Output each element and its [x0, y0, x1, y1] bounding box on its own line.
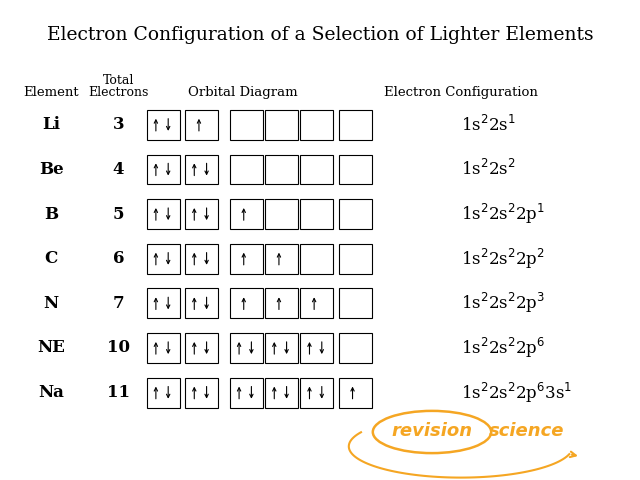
Text: Be: Be	[39, 161, 63, 178]
Text: 1s$^2$2s$^2$2p$^6$: 1s$^2$2s$^2$2p$^6$	[461, 336, 545, 360]
Bar	[185, 378, 218, 408]
Text: 1s$^2$2s$^2$2p$^3$: 1s$^2$2s$^2$2p$^3$	[461, 291, 545, 315]
Text: science: science	[488, 421, 564, 440]
Bar	[265, 333, 298, 363]
Text: 1s$^2$2s$^2$2p$^1$: 1s$^2$2s$^2$2p$^1$	[461, 202, 545, 226]
Text: 11: 11	[107, 384, 130, 401]
Text: Orbital Diagram: Orbital Diagram	[188, 86, 298, 99]
Text: B: B	[44, 205, 58, 223]
Bar	[147, 378, 180, 408]
Bar	[230, 199, 263, 229]
Text: 1s$^2$2s$^2$2p$^6$3s$^1$: 1s$^2$2s$^2$2p$^6$3s$^1$	[461, 381, 572, 405]
Bar	[147, 288, 180, 318]
Bar	[339, 199, 372, 229]
Bar	[230, 333, 263, 363]
Bar	[339, 333, 372, 363]
Bar	[300, 199, 333, 229]
Text: NE: NE	[37, 339, 65, 357]
Bar	[147, 110, 180, 140]
Text: Na: Na	[38, 384, 64, 401]
Bar	[339, 288, 372, 318]
Bar	[230, 288, 263, 318]
Bar	[265, 244, 298, 274]
Bar	[185, 199, 218, 229]
Bar	[265, 199, 298, 229]
Bar	[185, 333, 218, 363]
Text: 5: 5	[113, 205, 124, 223]
Text: 6: 6	[113, 250, 124, 267]
Bar	[300, 110, 333, 140]
Bar	[185, 244, 218, 274]
Text: Electrons: Electrons	[88, 86, 148, 99]
Text: 3: 3	[113, 116, 124, 133]
Bar	[185, 110, 218, 140]
Bar	[230, 110, 263, 140]
Text: C: C	[45, 250, 58, 267]
Bar	[265, 288, 298, 318]
Bar	[339, 110, 372, 140]
Bar	[265, 110, 298, 140]
Bar	[339, 155, 372, 184]
Text: Element: Element	[24, 86, 79, 99]
Bar	[300, 378, 333, 408]
Text: revision: revision	[392, 421, 472, 440]
Text: Total: Total	[102, 74, 134, 87]
Bar	[300, 333, 333, 363]
Text: 1s$^2$2s$^1$: 1s$^2$2s$^1$	[461, 115, 516, 135]
Bar	[265, 155, 298, 184]
Bar	[300, 244, 333, 274]
Bar	[147, 199, 180, 229]
Bar	[185, 155, 218, 184]
Bar	[147, 244, 180, 274]
Bar	[230, 378, 263, 408]
Text: 7: 7	[113, 295, 124, 312]
Text: 1s$^2$2s$^2$2p$^2$: 1s$^2$2s$^2$2p$^2$	[461, 247, 545, 271]
Text: Electron Configuration of a Selection of Lighter Elements: Electron Configuration of a Selection of…	[47, 26, 593, 45]
Text: 1s$^2$2s$^2$: 1s$^2$2s$^2$	[461, 159, 516, 180]
Text: N: N	[44, 295, 59, 312]
Bar	[185, 288, 218, 318]
Bar	[147, 155, 180, 184]
Bar	[230, 244, 263, 274]
Bar	[265, 378, 298, 408]
Bar	[230, 155, 263, 184]
Bar	[147, 333, 180, 363]
Bar	[300, 155, 333, 184]
Text: 10: 10	[107, 339, 130, 357]
Text: Electron Configuration: Electron Configuration	[384, 86, 538, 99]
Text: Li: Li	[42, 116, 60, 133]
Bar	[339, 378, 372, 408]
Bar	[300, 288, 333, 318]
Text: 4: 4	[113, 161, 124, 178]
Bar	[339, 244, 372, 274]
